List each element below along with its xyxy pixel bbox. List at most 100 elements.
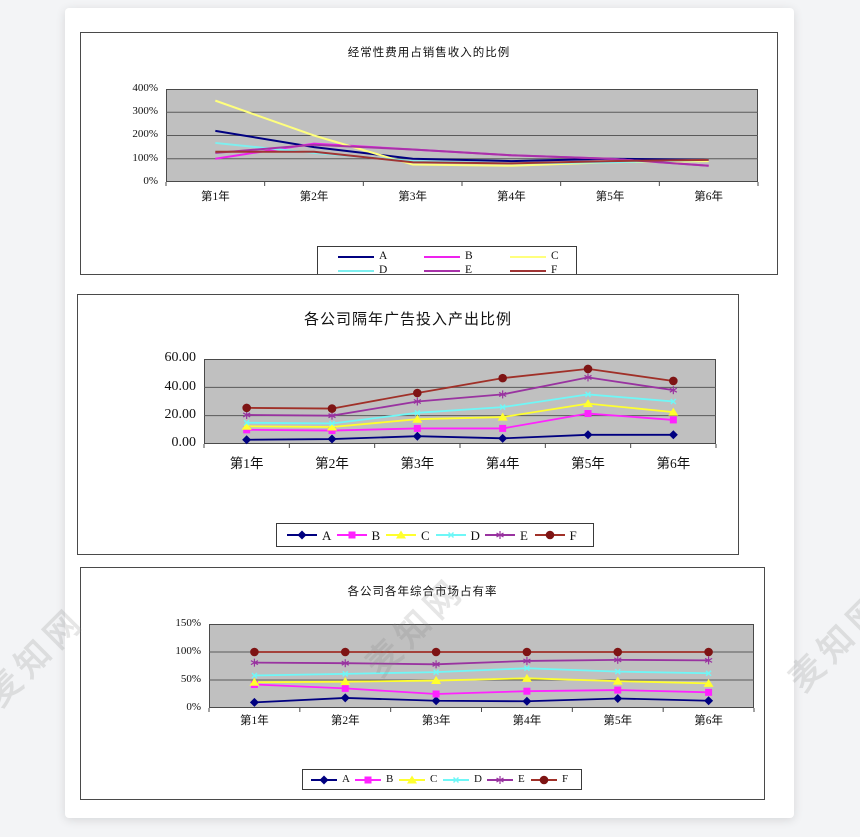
y-axis-label: 100% <box>132 151 158 164</box>
legend-label: F <box>569 527 577 543</box>
y-axis-label: 20.00 <box>164 406 197 422</box>
legend-label: F <box>551 264 558 275</box>
legend-entry-E: E <box>485 524 528 546</box>
plot-area <box>165 89 759 186</box>
series-line-A <box>246 433 674 441</box>
legend-entry-C: C <box>399 770 437 789</box>
y-axis-label: 50% <box>180 672 201 685</box>
legend-label: F <box>562 773 569 785</box>
legend-label: B <box>371 527 381 543</box>
legend-entry-F: F <box>531 770 568 789</box>
series-line-E <box>254 658 709 666</box>
y-axis-label: 300% <box>132 105 158 118</box>
x-axis-label: 第2年 <box>299 191 329 203</box>
plot-area <box>203 359 717 448</box>
legend-sample <box>386 530 416 539</box>
chart-ad-input-output-ratio: 各公司隔年广告投入产出比例 0.00 20.00 40.00 60.00 第1年 第2年 第… <box>77 294 739 555</box>
legend-entry-D: D <box>435 524 480 546</box>
legend-sample <box>336 531 367 539</box>
series-line-C <box>246 402 674 428</box>
y-axis-label: 200% <box>132 128 158 141</box>
legend-label: B <box>386 773 394 785</box>
legend-sample <box>399 775 425 783</box>
legend-entry-A: A <box>287 524 331 546</box>
chart-title: 各公司隔年广告投入产出比例 <box>303 312 512 328</box>
legend-sample <box>443 776 469 783</box>
legend-entry-C: C <box>386 524 430 546</box>
x-axis-label: 第4年 <box>496 191 526 203</box>
legend-label: B <box>465 250 473 263</box>
legend-sample <box>510 270 546 272</box>
x-axis-label: 第2年 <box>315 456 349 471</box>
document-page: 经常性费用占销售收入的比例 0% 100% 200% 300% 400% 第1年 第2年 第3… <box>65 8 794 818</box>
legend: A B C D E F <box>302 769 582 790</box>
legend-sample <box>287 530 317 540</box>
legend-sample <box>435 532 466 538</box>
y-axis-label: 0% <box>186 700 201 713</box>
y-axis-label: 150% <box>175 616 201 629</box>
legend-sample <box>485 531 515 539</box>
legend-entry-B: B <box>424 250 473 264</box>
legend-entry-D: D <box>443 770 482 789</box>
legend-label: A <box>342 773 350 785</box>
y-axis-label: 400% <box>132 81 158 94</box>
x-axis-label: 第2年 <box>330 715 360 727</box>
legend-label: C <box>430 773 438 785</box>
legend: A B C D E F <box>317 246 577 275</box>
series-line-D <box>246 393 674 425</box>
chart-title: 经常性费用占销售收入的比例 <box>347 47 511 59</box>
legend: A B C D E F <box>276 523 594 547</box>
chart-recurring-expense-ratio: 经常性费用占销售收入的比例 0% 100% 200% 300% 400% 第1年 第2年 第3… <box>80 32 778 275</box>
legend-label: A <box>322 527 332 543</box>
series-line-D <box>254 667 709 677</box>
series-line-C <box>254 677 709 685</box>
y-axis-label: 40.00 <box>164 378 197 394</box>
legend-entry-B: B <box>355 770 393 789</box>
x-axis-label: 第3年 <box>400 456 435 471</box>
legend-entry-F: F <box>534 524 577 546</box>
series-line-F <box>246 368 674 410</box>
x-axis-label: 第1年 <box>240 715 269 727</box>
series-line-B <box>246 412 674 432</box>
y-axis-label: 60.00 <box>164 350 197 366</box>
legend-entry-B: B <box>336 524 381 546</box>
legend-label: E <box>518 773 525 785</box>
x-axis-label: 第4年 <box>485 456 520 471</box>
legend-entry-E: E <box>487 770 525 789</box>
x-axis-label: 第6年 <box>656 456 691 471</box>
y-axis-label: 100% <box>175 644 201 657</box>
legend-entry-F: F <box>510 264 558 275</box>
legend-sample <box>338 270 374 272</box>
legend-label: E <box>465 264 473 275</box>
legend-label: C <box>421 527 430 543</box>
x-axis-label: 第1年 <box>229 456 264 471</box>
series-line-A <box>254 697 709 704</box>
series-line-E <box>246 376 674 417</box>
legend-entry-D: D <box>338 264 388 275</box>
series-line-F <box>215 150 709 165</box>
legend-label: C <box>551 250 559 263</box>
legend-label: D <box>470 527 480 543</box>
x-axis-label: 第6年 <box>694 715 723 727</box>
x-axis-label: 第5年 <box>571 456 605 471</box>
legend-entry-E: E <box>424 264 473 275</box>
y-axis-label: 0.00 <box>171 435 197 451</box>
x-axis-label: 第5年 <box>595 191 625 203</box>
x-axis-label: 第3年 <box>398 191 428 203</box>
x-axis-label: 第5年 <box>603 715 633 727</box>
legend-sample <box>534 530 565 540</box>
legend-sample <box>355 776 381 783</box>
x-axis-label: 第1年 <box>200 191 230 203</box>
legend-sample <box>338 256 374 258</box>
x-axis-label: 第4年 <box>512 715 542 727</box>
chart-title: 各公司各年综合市场占有率 <box>347 586 498 598</box>
chart-market-share: 各公司各年综合市场占有率 0% 50% 100% 150% 第1年 第2年 第3年 第4年 第5… <box>80 567 765 800</box>
legend-label: D <box>379 264 388 275</box>
series-line-B <box>254 683 709 695</box>
legend-sample <box>487 775 513 784</box>
legend-sample <box>510 256 546 258</box>
legend-label: E <box>520 527 528 543</box>
legend-entry-C: C <box>510 250 559 264</box>
legend-sample <box>531 775 557 784</box>
y-axis-label: 0% <box>143 174 158 187</box>
